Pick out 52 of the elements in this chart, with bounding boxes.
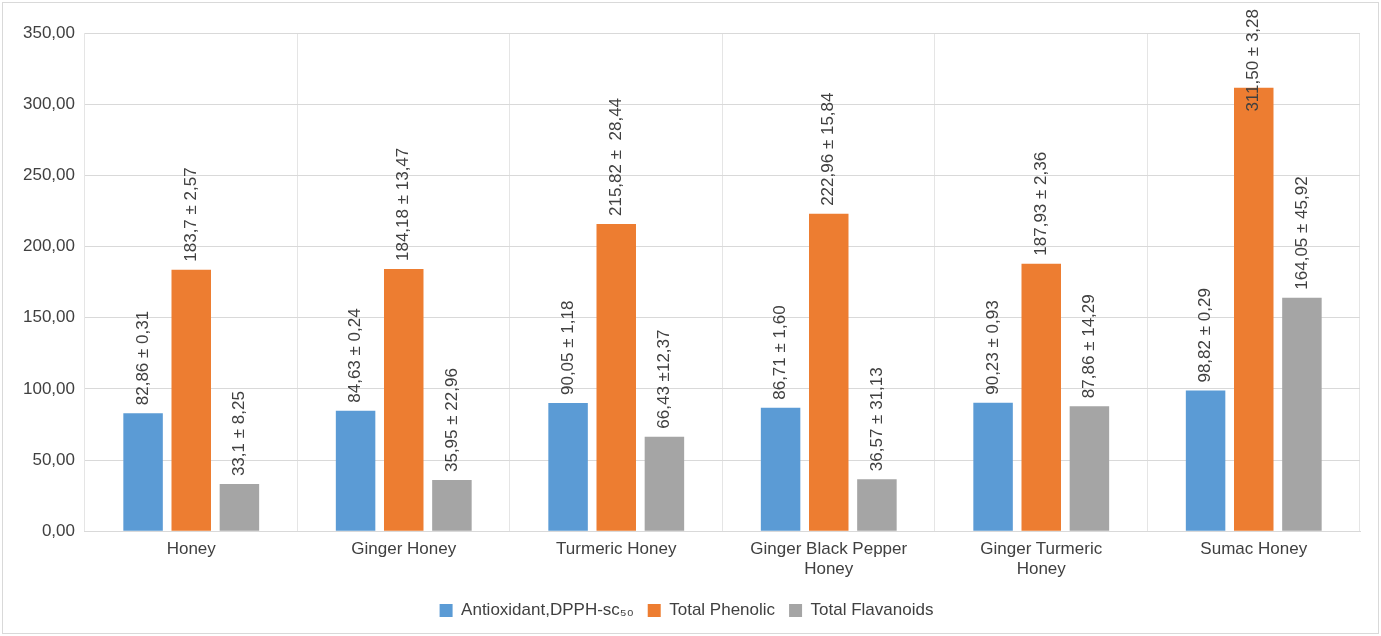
x-tick-label: Sumac Honey: [1200, 539, 1308, 559]
data-label: 215,82 ± 28,44: [605, 97, 625, 216]
x-tick-label: Turmeric Honey: [556, 539, 677, 559]
x-tick-label: Honey: [166, 539, 217, 559]
data-label: 82,86 ± 0,31: [132, 310, 152, 406]
data-label: 311,50 ± 3,28: [1243, 8, 1263, 112]
data-label: 164,05 ± 45,92: [1291, 176, 1311, 290]
bar: [1069, 406, 1110, 531]
y-tick-label: 250,00: [23, 165, 75, 185]
legend-label: Total Phenolic: [669, 600, 776, 620]
bar: [760, 407, 801, 531]
bar: [171, 269, 211, 531]
bar: [335, 410, 376, 531]
data-label: 66,43 ±12,37: [654, 329, 674, 429]
legend-label: Total Flavanoids: [810, 600, 934, 620]
bar: [857, 479, 897, 531]
bar: [1282, 297, 1322, 531]
x-tick-label: Ginger Honey: [351, 539, 457, 559]
data-label: 98,82 ± 0,29: [1195, 288, 1215, 383]
data-label: 33,1 ± 8,25: [229, 391, 249, 477]
data-label: 87,86 ± 14,29: [1079, 294, 1099, 399]
x-tick-label: Ginger Black Pepper Honey: [750, 539, 908, 579]
y-tick-label: 350,00: [23, 22, 75, 42]
bar: [384, 269, 424, 531]
bar: [644, 436, 685, 531]
y-tick-label: 200,00: [23, 236, 75, 256]
data-label: 90,23 ± 0,93: [982, 300, 1002, 395]
legend-label: Antioxidant,DPPH-sc₅₀: [461, 600, 634, 620]
data-label: 187,93 ± 2,36: [1030, 151, 1050, 256]
bar: [219, 484, 260, 531]
y-tick-label: 0,00: [41, 520, 75, 540]
bar: [809, 213, 849, 531]
y-tick-label: 100,00: [23, 378, 75, 398]
data-label: 183,7 ± 2,57: [180, 167, 200, 262]
bar: [973, 402, 1013, 531]
bar: [123, 413, 163, 531]
bar: [548, 403, 588, 531]
bar: [432, 480, 472, 531]
data-label: 86,71 ± 1,60: [770, 305, 790, 400]
y-tick-label: 150,00: [23, 307, 75, 327]
bar: [596, 224, 636, 531]
data-label: 90,05 ± 1,18: [557, 300, 577, 396]
bar: [1185, 390, 1226, 531]
y-tick-label: 50,00: [32, 449, 75, 469]
data-label: 184,18 ± 13,47: [393, 147, 413, 262]
y-tick-label: 300,00: [23, 93, 75, 113]
data-label: 35,95 ± 22,96: [441, 368, 461, 473]
data-label: 84,63 ± 0,24: [345, 308, 365, 403]
x-tick-label: Ginger Turmeric Honey: [980, 539, 1103, 579]
data-label: 36,57 ± 31,13: [866, 367, 886, 472]
data-label: 222,96 ± 15,84: [818, 92, 838, 206]
bar: [1021, 263, 1061, 531]
